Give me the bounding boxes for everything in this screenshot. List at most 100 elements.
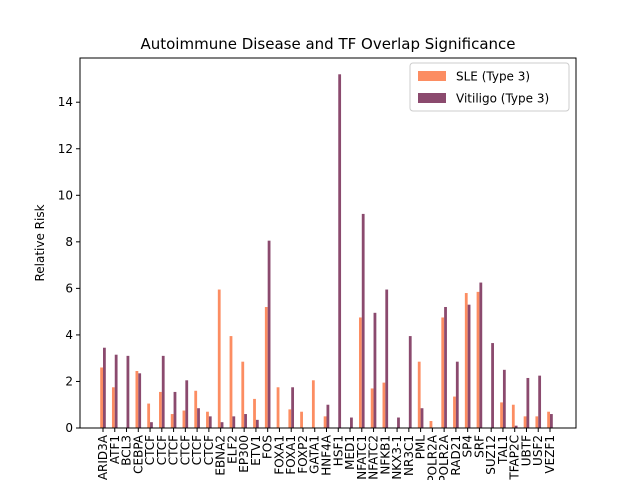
- x-tick-label-24: NFKB1: [378, 435, 392, 475]
- y-tick-label-5: 10: [58, 188, 73, 202]
- vitiligo-bar-4: [150, 422, 153, 428]
- vitiligo-bar-3: [138, 373, 142, 428]
- x-tick-label-27: PML: [414, 435, 428, 460]
- sle-bar-16: [288, 409, 292, 428]
- vitiligo-bar-27: [420, 408, 424, 428]
- sle-bar-35: [511, 404, 515, 428]
- vitiligo-bar-24: [385, 289, 389, 428]
- x-tick-label-10: EBNA2: [214, 435, 228, 476]
- x-axis: ARID3AATF1BCL3CEBPACTCFCTCFCTCFCTCFCTCFC…: [96, 428, 557, 480]
- vitiligo-bar-23: [373, 312, 377, 428]
- vitiligo-bar-7: [185, 380, 189, 428]
- x-tick-label-20: HSF1: [331, 435, 345, 466]
- sle-bar-3: [135, 370, 139, 428]
- sle-bar-14: [264, 306, 268, 428]
- x-tick-label-0: ARID3A: [96, 434, 110, 480]
- x-tick-label-16: FOXA1: [284, 435, 298, 475]
- x-tick-label-32: SRF: [472, 435, 486, 458]
- bars-group: [100, 74, 553, 428]
- vitiligo-bar-38: [550, 414, 553, 428]
- sle-bar-15: [276, 387, 280, 428]
- vitiligo-bar-20: [338, 74, 342, 428]
- x-tick-label-23: NFATC2: [367, 435, 381, 480]
- x-tick-label-30: RAD21: [449, 435, 463, 476]
- y-tick-label-6: 12: [58, 142, 73, 156]
- legend-label-0: SLE (Type 3): [456, 70, 530, 84]
- sle-bar-13: [253, 398, 256, 428]
- sle-bar-28: [429, 421, 433, 428]
- vitiligo-bar-32: [479, 282, 483, 428]
- sle-bar-36: [523, 416, 527, 428]
- vitiligo-bar-16: [291, 387, 295, 428]
- x-tick-label-26: NR3C1: [402, 435, 416, 476]
- vitiligo-bar-29: [444, 306, 447, 428]
- sle-bar-30: [453, 396, 456, 428]
- x-tick-label-4: CTCF: [143, 435, 157, 465]
- x-tick-label-7: CTCF: [178, 435, 192, 465]
- vitiligo-bar-8: [197, 408, 200, 428]
- sle-bar-11: [229, 336, 233, 428]
- x-tick-label-38: VEZF1: [543, 435, 557, 474]
- y-axis-label: Relative Risk: [33, 204, 47, 281]
- legend-swatch-0: [418, 71, 446, 81]
- x-tick-label-22: NFATC1: [355, 435, 369, 480]
- sle-bar-12: [241, 361, 245, 428]
- vitiligo-bar-34: [502, 369, 506, 428]
- x-tick-label-33: SUZ12: [484, 435, 498, 475]
- x-tick-label-28: POLR2A: [425, 434, 439, 480]
- legend-label-1: Vitiligo (Type 3): [456, 92, 549, 106]
- x-tick-label-13: ETV1: [249, 435, 263, 466]
- sle-bar-32: [476, 291, 480, 428]
- x-tick-label-31: SP4: [461, 435, 475, 458]
- x-tick-label-6: CTCF: [167, 435, 181, 465]
- vitiligo-bar-9: [208, 416, 212, 428]
- vitiligo-bar-30: [455, 361, 459, 428]
- vitiligo-bar-13: [255, 419, 259, 428]
- x-tick-label-1: ATF1: [108, 435, 122, 464]
- vitiligo-bar-10: [220, 422, 224, 428]
- plot-area-frame: [79, 57, 577, 429]
- sle-bar-22: [358, 317, 362, 428]
- x-tick-label-12: EP300: [237, 435, 251, 473]
- x-tick-label-2: BCL3: [120, 435, 134, 466]
- vitiligo-bar-14: [267, 240, 271, 428]
- y-tick-label-3: 6: [65, 281, 73, 295]
- sle-bar-4: [147, 403, 151, 428]
- x-tick-label-19: HNF4A: [320, 434, 334, 476]
- vitiligo-bar-35: [514, 425, 518, 428]
- sle-bar-9: [206, 411, 209, 428]
- x-tick-label-5: CTCF: [155, 435, 169, 465]
- sle-bar-19: [323, 416, 327, 428]
- vitiligo-bar-26: [408, 336, 412, 428]
- sle-bar-37: [535, 416, 539, 428]
- vitiligo-bar-25: [397, 417, 400, 428]
- sle-bar-7: [182, 410, 186, 428]
- vitiligo-bar-22: [361, 213, 365, 428]
- sle-bar-31: [464, 293, 468, 428]
- sle-bar-5: [159, 391, 162, 428]
- legend-box: [409, 62, 570, 112]
- sle-bar-23: [370, 388, 374, 428]
- vitiligo-bar-1: [114, 354, 118, 428]
- x-tick-label-17: FOXP2: [296, 435, 310, 474]
- y-tick-label-4: 8: [65, 235, 73, 249]
- sle-bar-8: [194, 390, 198, 428]
- sle-bar-17: [300, 411, 303, 428]
- vitiligo-bar-31: [467, 304, 471, 428]
- x-tick-label-11: ELF2: [225, 435, 239, 464]
- y-tick-label-1: 2: [65, 374, 73, 388]
- sle-bar-6: [170, 414, 174, 428]
- chart-title: Autoimmune Disease and TF Overlap Signif…: [140, 35, 515, 53]
- x-tick-label-21: MED1: [343, 435, 357, 470]
- y-tick-label-0: 0: [65, 421, 73, 435]
- sle-bar-10: [217, 289, 221, 428]
- x-tick-label-18: GATA1: [308, 435, 322, 474]
- x-tick-label-37: USF2: [531, 435, 545, 466]
- vitiligo-bar-2: [126, 355, 130, 428]
- sle-bar-27: [417, 361, 421, 428]
- sle-bar-0: [100, 367, 103, 428]
- x-tick-label-34: TAL1: [496, 435, 510, 465]
- vitiligo-bar-0: [103, 347, 106, 428]
- y-tick-label-2: 4: [65, 328, 73, 342]
- vitiligo-bar-36: [526, 377, 530, 428]
